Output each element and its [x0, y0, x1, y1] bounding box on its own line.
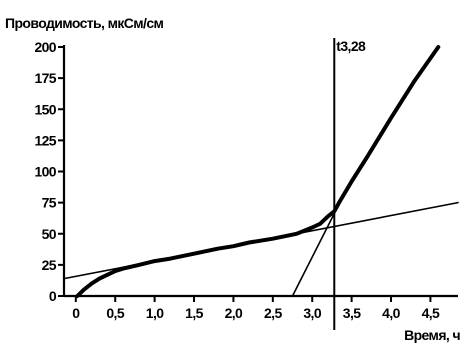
y-tick-label: 75: [42, 195, 57, 211]
y-tick-label: 175: [34, 70, 56, 86]
x-tick-label: 3,0: [303, 305, 321, 321]
y-tick-label: 150: [34, 101, 56, 117]
y-tick-label: 25: [42, 257, 57, 273]
chart-labels: Проводимость, мкСм/см Время, ч t3,28 0 25…: [5, 15, 461, 343]
series-line-1: [75, 45, 441, 298]
x-axis-label: Время, ч: [404, 327, 460, 343]
vertical-line-annotation: t3,28: [336, 38, 366, 54]
x-tick-label: 4,5: [422, 305, 440, 321]
x-tick-label: 1,0: [146, 305, 164, 321]
chart-marks: [63, 38, 459, 330]
y-tick-label: 100: [34, 164, 56, 180]
y-axis-label: Проводимость, мкСм/см: [5, 15, 164, 31]
x-tick-label: 3,5: [343, 305, 361, 321]
chart-axes: [58, 45, 458, 302]
y-tick-label: 200: [34, 39, 56, 55]
x-tick-label: 0,5: [106, 305, 124, 321]
x-tick-label: 1,5: [185, 305, 203, 321]
y-tick-label: 0: [49, 288, 57, 304]
series-line-2: [63, 201, 459, 280]
x-tick-label: 0: [72, 305, 80, 321]
y-tick-label: 125: [34, 132, 56, 148]
y-tick-label: 50: [42, 226, 57, 242]
x-tick-label: 2,0: [225, 305, 243, 321]
x-tick-label: 2,5: [264, 305, 282, 321]
x-tick-label: 4,0: [382, 305, 400, 321]
series-line-3: [291, 201, 341, 297]
